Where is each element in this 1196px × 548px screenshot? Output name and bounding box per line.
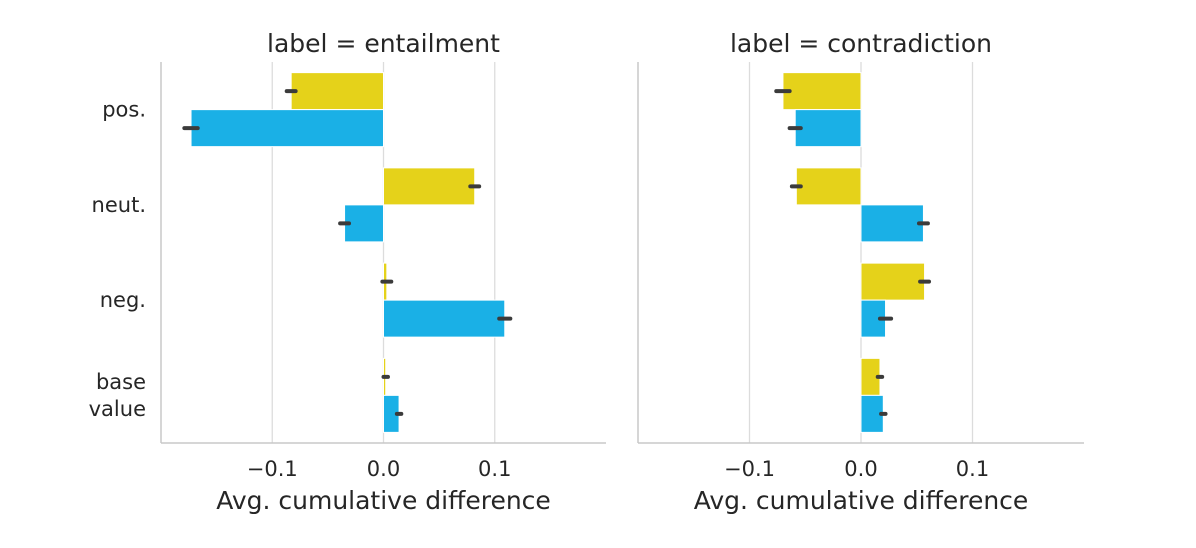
y-category-label: neg. [100, 288, 146, 312]
x-axis-label: Avg. cumulative difference [694, 486, 1029, 515]
bar-neg-series-1 [860, 262, 926, 301]
bar-pos-series-1 [290, 72, 385, 111]
bar-pos-series-2 [794, 109, 862, 148]
x-axis-label: Avg. cumulative difference [216, 486, 551, 515]
bar-neg-series-2 [383, 299, 506, 338]
panel-title: label = entailment [267, 29, 500, 58]
x-tick-label: −0.1 [247, 457, 298, 481]
y-category-label: pos. [102, 98, 146, 122]
y-category-label: neut. [92, 193, 146, 217]
panel-entailment: label = entailment Avg. cumulative diffe… [89, 29, 606, 515]
bar-neut-series-1 [795, 167, 862, 206]
x-tick-label: −0.1 [724, 457, 775, 481]
bar-neut-series-1 [383, 167, 476, 206]
x-tick-label: 0.0 [367, 457, 400, 481]
bar-pos-series-1 [782, 72, 862, 111]
x-tick-label: 0.1 [478, 457, 511, 481]
panel-contradiction: label = contradiction Avg. cumulative di… [637, 29, 1084, 515]
bar-neut-series-2 [860, 204, 924, 243]
bar-pos-series-2 [190, 109, 384, 148]
panel-title: label = contradiction [730, 29, 992, 58]
x-tick-label: 0.0 [844, 457, 877, 481]
x-tick-label: 0.1 [956, 457, 989, 481]
bar-neut-series-2 [344, 204, 384, 243]
y-category-label: value [89, 397, 146, 421]
y-category-label: base [96, 370, 146, 394]
